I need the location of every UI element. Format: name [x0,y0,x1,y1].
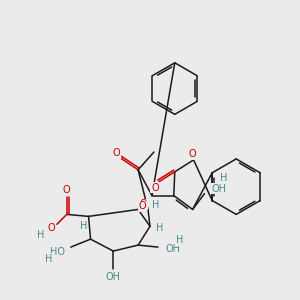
Text: HO: HO [50,247,65,257]
Text: O: O [138,202,146,212]
Text: O: O [47,223,55,233]
Text: O: O [63,184,70,195]
Text: OH: OH [106,272,121,282]
Text: O: O [139,200,147,209]
Text: O: O [189,149,196,159]
Text: OH: OH [212,184,226,194]
Text: O: O [112,148,120,158]
Text: H: H [176,235,183,245]
Text: H: H [220,173,227,183]
Text: H: H [80,221,87,231]
Text: OH: OH [166,244,181,254]
Text: H: H [156,223,164,233]
Text: O: O [151,183,159,193]
Text: H: H [152,200,160,211]
Text: H: H [45,254,52,264]
Text: H: H [37,230,45,240]
